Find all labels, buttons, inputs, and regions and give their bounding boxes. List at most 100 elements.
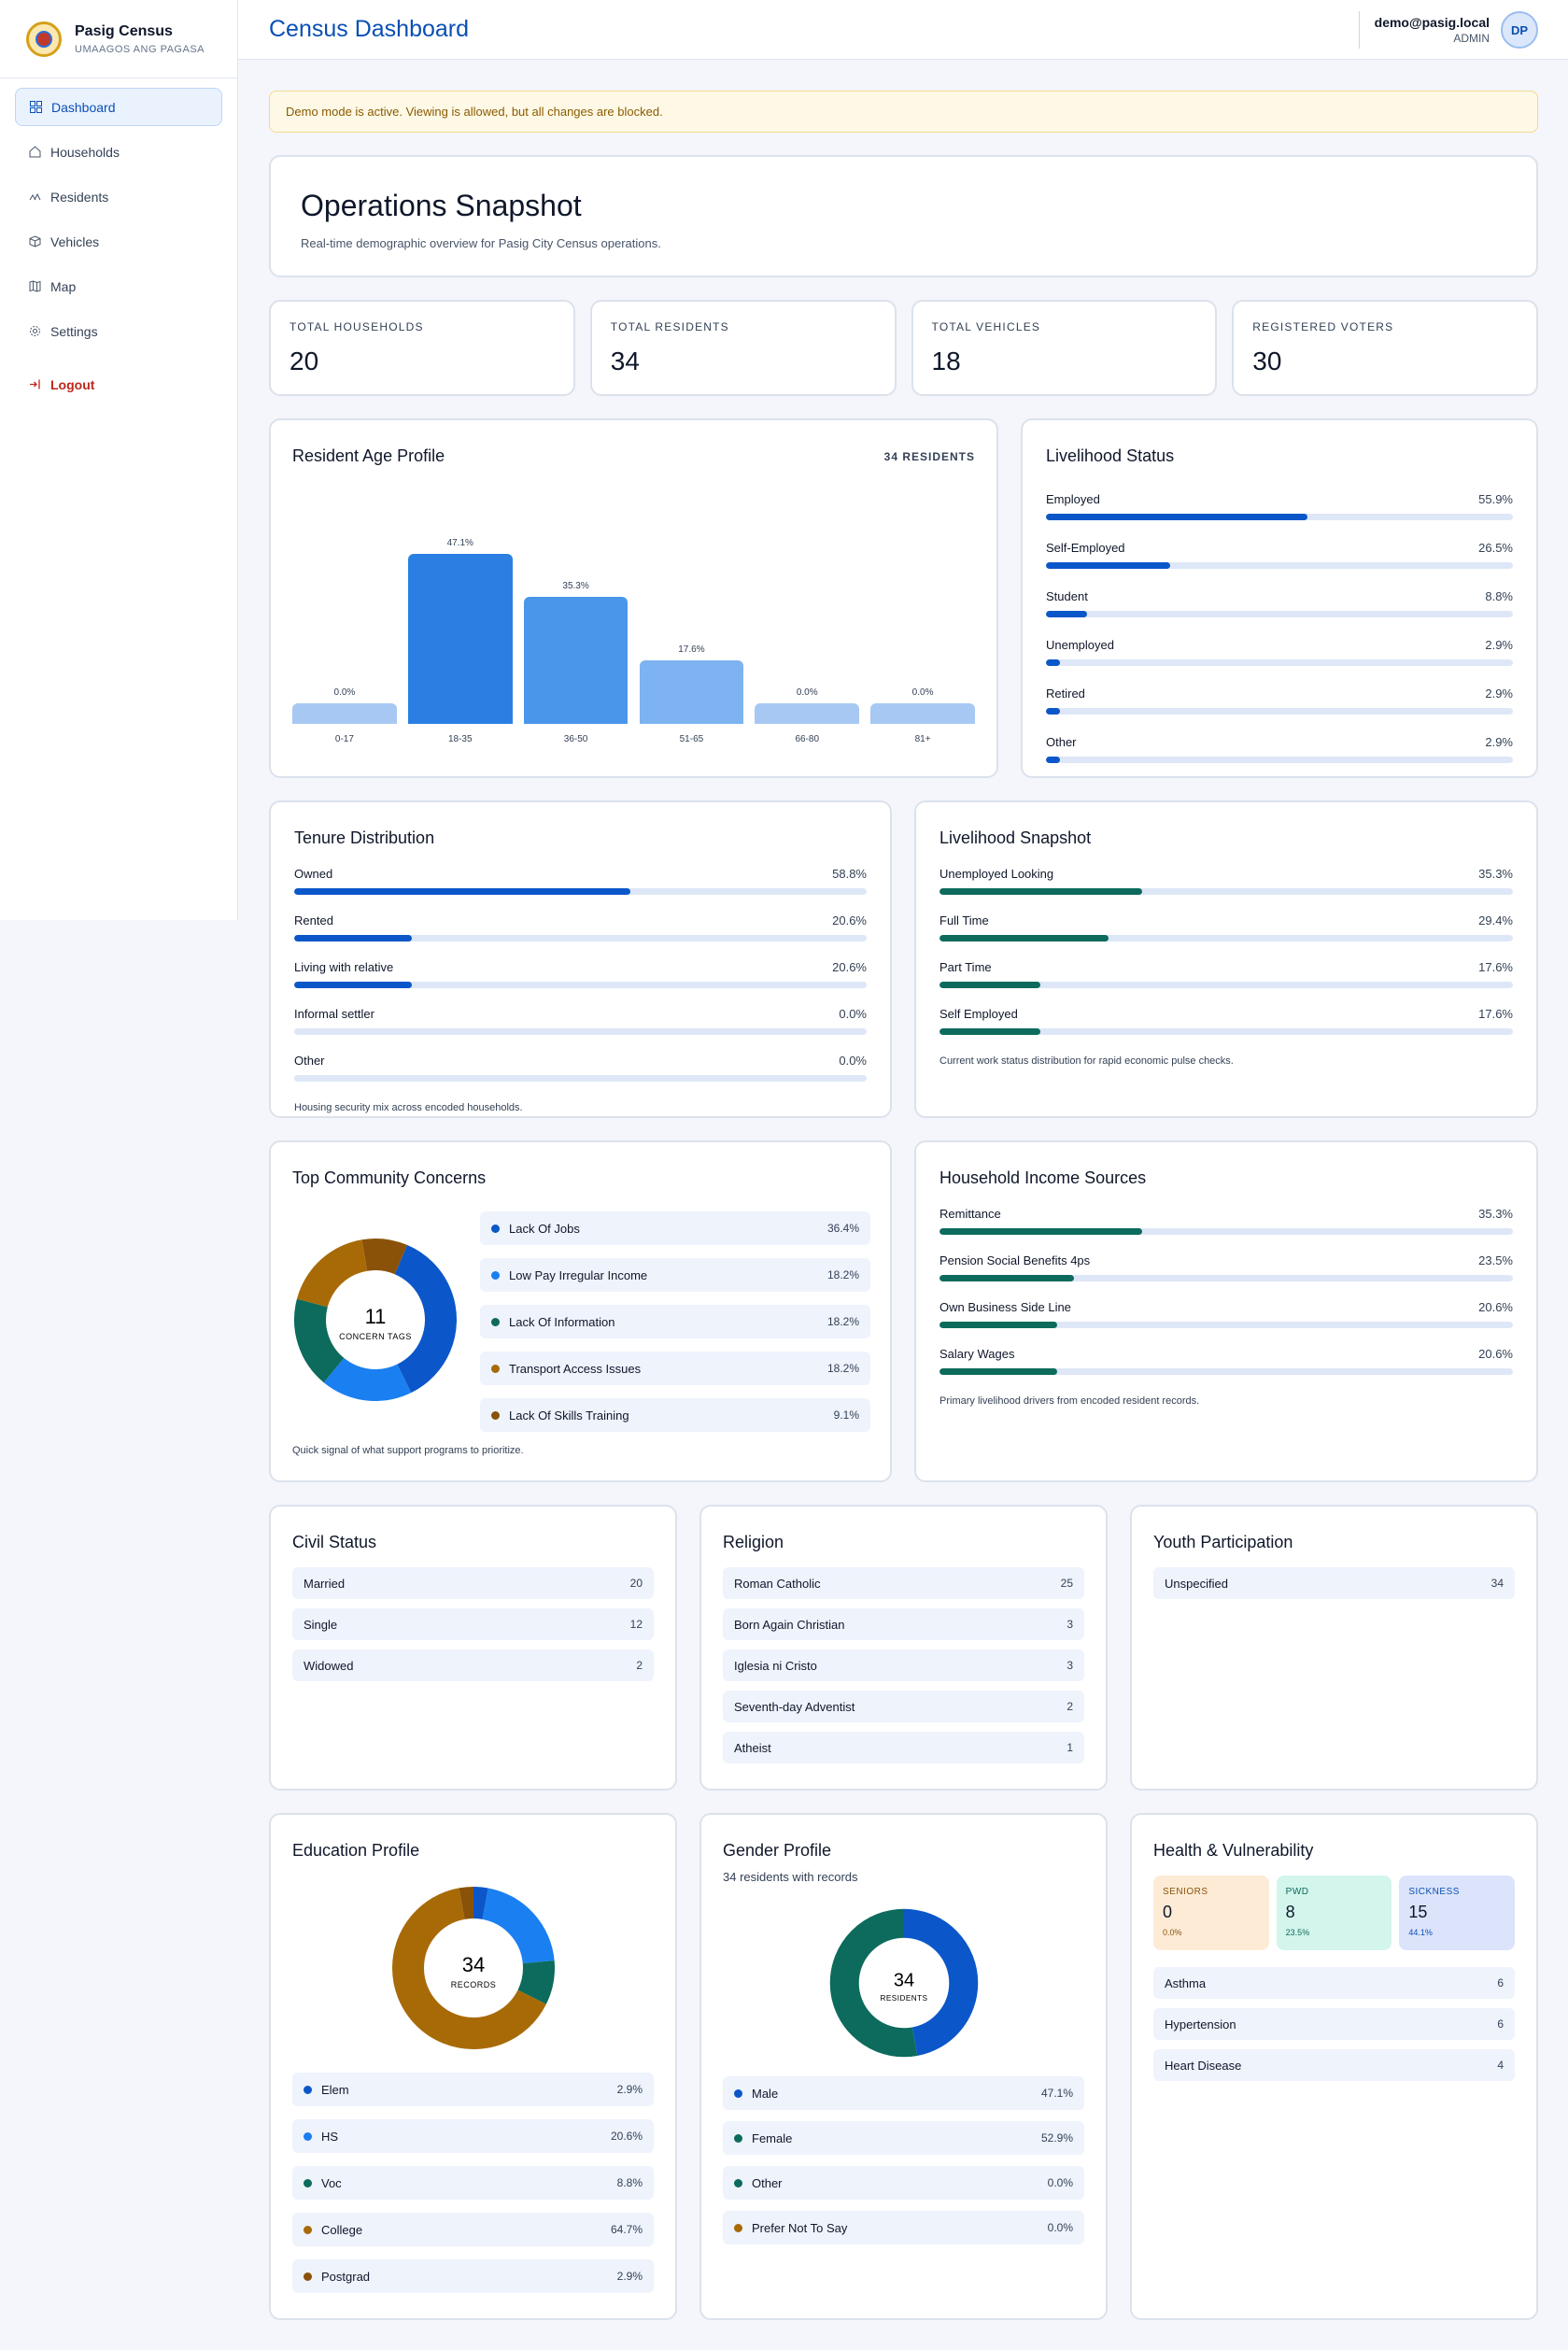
- progress-track: [939, 1228, 1513, 1235]
- progress-label: Living with relative: [294, 960, 394, 974]
- bar-value-label: 35.3%: [562, 580, 589, 591]
- snapshot-title: Operations Snapshot: [301, 189, 582, 222]
- bar-value-label: 0.0%: [333, 687, 356, 698]
- progress-head: Remittance 35.3%: [939, 1207, 1513, 1221]
- progress-percent: 17.6%: [1478, 1007, 1513, 1021]
- legend-dot: [491, 1270, 500, 1280]
- category-label: 36-50: [563, 734, 588, 744]
- sidebar-item-residents[interactable]: Residents: [15, 177, 222, 216]
- legend-label: Prefer Not To Say: [752, 2220, 848, 2235]
- progress-row: Salary Wages 20.6%: [939, 1347, 1513, 1375]
- progress-label: Informal settler: [294, 1007, 374, 1021]
- stat-label: REGISTERED VOTERS: [1252, 320, 1394, 333]
- avatar[interactable]: DP: [1501, 11, 1538, 49]
- sidebar-item-settings[interactable]: Settings: [15, 312, 222, 350]
- gender-donut-chart: 34 RESIDENTS: [829, 1908, 979, 2058]
- health-list: Asthma 6 Hypertension 6 Heart Disease 4: [1153, 1967, 1515, 2081]
- sidebar-item-households[interactable]: Households: [15, 133, 222, 171]
- health-tile-seniors: SENIORS 0 0.0%: [1153, 1876, 1269, 1950]
- donut-slice: [392, 1887, 555, 2049]
- legend-dot: [734, 2223, 742, 2232]
- list-item-count: 34: [1490, 1577, 1504, 1590]
- sidebar-item-vehicles[interactable]: Vehicles: [15, 222, 222, 261]
- list-item: Born Again Christian 3: [723, 1608, 1084, 1640]
- progress-fill: [294, 888, 631, 895]
- legend-dot: [304, 2131, 312, 2141]
- list-item: Atheist 1: [723, 1732, 1084, 1763]
- user-role: ADMIN: [1453, 32, 1490, 45]
- demo-mode-alert: Demo mode is active. Viewing is allowed,…: [269, 91, 1538, 133]
- page-title: Census Dashboard: [269, 16, 470, 42]
- progress-row: Full Time 29.4%: [939, 913, 1513, 941]
- progress-track: [294, 935, 867, 941]
- legend-item: Lack Of Information 18.2%: [480, 1305, 870, 1338]
- legend-label: Lack Of Information: [509, 1314, 615, 1329]
- user-menu[interactable]: demo@pasig.local ADMIN DP: [1358, 11, 1538, 49]
- list-item: Seventh-day Adventist 2: [723, 1691, 1084, 1722]
- progress-head: Retired 2.9%: [1046, 687, 1513, 701]
- progress-label: Self Employed: [939, 1007, 1018, 1021]
- progress-head: Unemployed 2.9%: [1046, 638, 1513, 652]
- tile-percent: 44.1%: [1408, 1928, 1433, 1937]
- legend-value: 8.8%: [616, 2176, 643, 2189]
- progress-fill: [294, 935, 413, 941]
- legend-dot: [304, 2272, 312, 2281]
- card-title: Resident Age Profile: [292, 446, 445, 465]
- logout-button[interactable]: Logout: [15, 365, 222, 403]
- progress-track: [294, 1075, 867, 1082]
- progress-row: Student 8.8%: [1046, 589, 1513, 617]
- category-label: 66-80: [795, 734, 820, 744]
- progress-head: Unemployed Looking 35.3%: [939, 867, 1513, 881]
- donut-center-value: 11: [365, 1305, 387, 1328]
- legend-item: College 64.7%: [292, 2213, 654, 2246]
- legend-value: 18.2%: [826, 1315, 859, 1328]
- legend-label: Lack Of Skills Training: [509, 1408, 629, 1423]
- donut-slice: [294, 1239, 457, 1401]
- brand-subtitle: UMAAGOS ANG PAGASA: [75, 43, 205, 55]
- bar-column: 0.0% 81+: [870, 495, 975, 744]
- age-bar-chart: 0.0% 0-17 47.1% 18-35 35.3% 36-50 17.6% 51-65 0.…: [292, 495, 975, 744]
- sidebar-item-dashboard[interactable]: Dashboard: [15, 88, 222, 126]
- progress-fill: [1046, 562, 1170, 569]
- donut-slice: [392, 1887, 555, 2049]
- sidebar: Pasig Census UMAAGOS ANG PAGASA Dashboar…: [0, 0, 238, 920]
- bar-value-label: 17.6%: [678, 644, 705, 655]
- stat-cards: TOTAL HOUSEHOLDS 20 TOTAL RESIDENTS 34 T…: [269, 300, 1538, 396]
- tile-percent: 0.0%: [1163, 1928, 1182, 1937]
- legend-value: 18.2%: [826, 1362, 859, 1375]
- health-tile-sickness: SICKNESS 15 44.1%: [1399, 1876, 1516, 1950]
- health-vulnerability-card: Health & Vulnerability SENIORS 0 0.0% PWD 8 2…: [1130, 1813, 1538, 2320]
- card-title: Household Income Sources: [939, 1168, 1147, 1187]
- legend-value: 0.0%: [1047, 2176, 1073, 2189]
- card-title: Youth Participation: [1153, 1533, 1293, 1551]
- progress-fill: [1046, 757, 1060, 763]
- card-title: Health & Vulnerability: [1153, 1841, 1314, 1860]
- legend-label: Postgrad: [321, 2269, 371, 2284]
- residents-badge: 34 RESIDENTS: [883, 450, 975, 463]
- progress-track: [939, 1275, 1513, 1281]
- stat-total-residents: TOTAL RESIDENTS 34: [589, 300, 897, 396]
- map-icon: [28, 280, 41, 293]
- legend-item: Transport Access Issues 18.2%: [480, 1352, 870, 1385]
- tenure-card: Tenure Distribution Owned 58.8% Rented 20.6…: [269, 800, 892, 1118]
- legend-item: Elem 2.9%: [292, 2073, 654, 2106]
- progress-fill: [939, 935, 1109, 941]
- sidebar-item-label: Map: [50, 278, 77, 294]
- legend-item: Postgrad 2.9%: [292, 2259, 654, 2293]
- bar-column: 17.6% 51-65: [639, 495, 744, 744]
- list-item: Unspecified 34: [1153, 1567, 1515, 1599]
- list-item-label: Hypertension: [1165, 2017, 1236, 2031]
- legend-value: 2.9%: [616, 2083, 643, 2096]
- sidebar-item-map[interactable]: Map: [15, 267, 222, 305]
- legend-item: Lack Of Jobs 36.4%: [480, 1211, 870, 1245]
- progress-head: Pension Social Benefits 4ps 23.5%: [939, 1253, 1513, 1267]
- progress-track: [1046, 659, 1513, 666]
- tile-label: SICKNESS: [1408, 1887, 1460, 1897]
- legend-item: HS 20.6%: [292, 2119, 654, 2153]
- category-label: 51-65: [679, 734, 704, 744]
- user-email: demo@pasig.local: [1374, 15, 1490, 30]
- progress-row: Part Time 17.6%: [939, 960, 1513, 988]
- list-item: Married 20: [292, 1567, 654, 1599]
- concerns-note: Quick signal of what support programs to…: [292, 1445, 524, 1456]
- donut-center-value: 34: [462, 1953, 485, 1976]
